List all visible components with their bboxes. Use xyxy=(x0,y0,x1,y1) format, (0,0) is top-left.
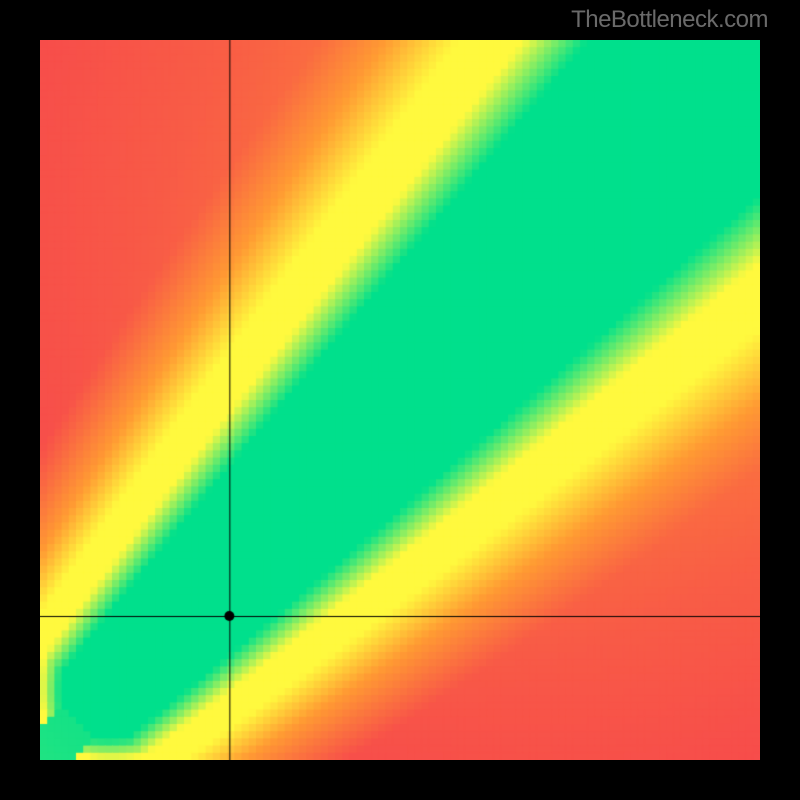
heatmap-canvas xyxy=(40,40,760,760)
bottleneck-heatmap-chart xyxy=(40,40,760,760)
watermark-text: TheBottleneck.com xyxy=(571,6,768,34)
